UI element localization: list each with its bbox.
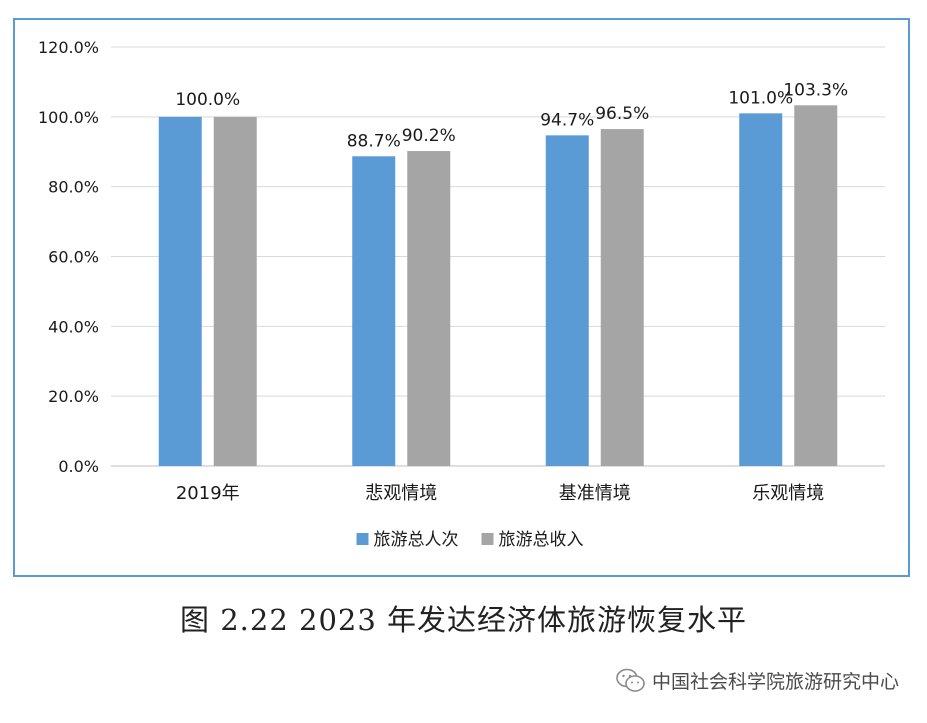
data-label: 100.0% xyxy=(175,90,240,110)
y-tick-label: 120.0% xyxy=(38,38,99,57)
bar-revenue xyxy=(794,105,838,466)
bar-visitors xyxy=(352,156,396,466)
x-category-label: 基准情境 xyxy=(559,483,631,504)
legend-label: 旅游总收入 xyxy=(499,530,584,550)
legend-label: 旅游总人次 xyxy=(374,530,459,550)
y-tick-label: 80.0% xyxy=(48,178,99,197)
data-label: 90.2% xyxy=(402,126,456,146)
data-label: 101.0% xyxy=(728,88,793,108)
bar-revenue xyxy=(213,116,257,466)
x-category-label: 乐观情境 xyxy=(752,483,824,504)
legend-swatch-revenue xyxy=(481,533,494,545)
data-label: 94.7% xyxy=(540,110,594,130)
bar-visitors xyxy=(158,116,202,466)
y-tick-label: 20.0% xyxy=(48,387,99,406)
y-tick-label: 100.0% xyxy=(38,108,99,127)
bar-visitors xyxy=(545,135,589,466)
y-tick-label: 0.0% xyxy=(58,457,99,476)
data-label: 96.5% xyxy=(595,104,649,124)
chart-frame: 0.0% 20.0% 40.0% 60.0% 80.0% 100.0% 120.0% 100.… xyxy=(13,18,910,577)
figure-caption: 图 2.22 2023 年发达经济体旅游恢复水平 xyxy=(179,603,748,637)
y-tick-label: 60.0% xyxy=(48,248,99,267)
watermark-text: 中国社会科学院旅游研究中心 xyxy=(651,671,899,693)
bar-chart: 0.0% 20.0% 40.0% 60.0% 80.0% 100.0% 120.0% 100.… xyxy=(38,38,885,550)
watermark: 中国社会科学院旅游研究中心 xyxy=(616,667,899,694)
data-label: 103.3% xyxy=(783,80,848,100)
bar-revenue xyxy=(407,151,451,466)
y-tick-label: 40.0% xyxy=(48,317,99,336)
bar-revenue xyxy=(600,129,644,466)
x-category-label: 2019年 xyxy=(176,483,240,504)
legend-swatch-visitors xyxy=(356,533,369,545)
x-category-label: 悲观情境 xyxy=(365,483,437,504)
data-label: 88.7% xyxy=(347,131,401,151)
wechat-icon xyxy=(616,668,645,692)
bar-visitors xyxy=(739,113,783,466)
